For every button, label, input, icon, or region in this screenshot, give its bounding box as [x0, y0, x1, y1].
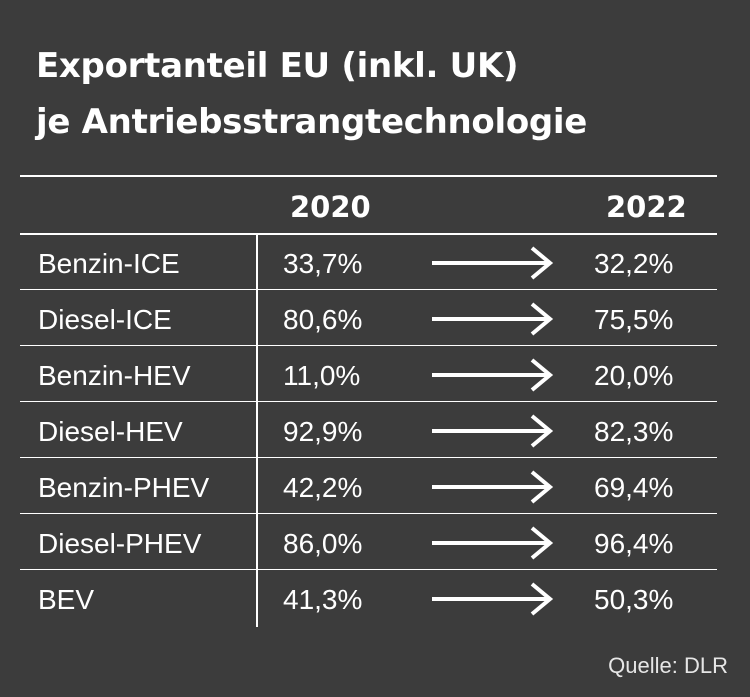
value-2022: 20,0%: [594, 360, 674, 391]
row-separator: [20, 289, 717, 290]
table-row: Diesel-ICE 80,6% 75,5%: [0, 290, 750, 346]
row-separator: [20, 513, 717, 514]
table-row: Diesel-HEV 92,9% 82,3%: [0, 402, 750, 458]
value-2022: 82,3%: [594, 416, 674, 447]
row-label: Diesel-HEV: [38, 416, 183, 447]
row-separator: [20, 345, 717, 346]
right-arrow-icon: [432, 526, 554, 560]
table-row: Benzin-PHEV 42,2% 69,4%: [0, 458, 750, 514]
label-column-divider: [256, 234, 258, 627]
row-label: BEV: [38, 584, 95, 615]
value-2020: 11,0%: [283, 360, 361, 391]
table-row: Diesel-PHEV 86,0% 96,4%: [0, 514, 750, 570]
chart-title: Exportanteil EU (inkl. UK) je Antriebsst…: [36, 38, 726, 150]
title-line-2: je Antriebsstrangtechnologie: [36, 102, 588, 142]
value-2020: 42,2%: [283, 472, 363, 503]
value-2020: 80,6%: [283, 304, 363, 335]
value-2022: 69,4%: [594, 472, 674, 503]
title-line-1: Exportanteil EU (inkl. UK): [36, 46, 519, 86]
right-arrow-icon: [432, 358, 554, 392]
row-label: Diesel-ICE: [38, 304, 172, 335]
value-2022: 75,5%: [594, 304, 674, 335]
right-arrow-icon: [432, 246, 554, 280]
value-2020: 86,0%: [283, 528, 363, 559]
row-label: Benzin-HEV: [38, 360, 191, 391]
value-2022: 96,4%: [594, 528, 674, 559]
right-arrow-icon: [432, 302, 554, 336]
row-label: Benzin-ICE: [38, 248, 180, 279]
row-separator: [20, 457, 717, 458]
value-2022: 32,2%: [594, 248, 674, 279]
source-note: Quelle: DLR: [608, 653, 728, 678]
table-row: BEV 41,3% 50,3%: [0, 570, 750, 626]
column-header-2022: 2022: [606, 190, 687, 224]
right-arrow-icon: [432, 582, 554, 616]
value-2020: 92,9%: [283, 416, 363, 447]
row-separator: [20, 401, 717, 402]
value-2020: 41,3%: [283, 584, 363, 615]
right-arrow-icon: [432, 470, 554, 504]
right-arrow-icon: [432, 414, 554, 448]
row-separator: [20, 569, 717, 570]
row-label: Benzin-PHEV: [38, 472, 210, 503]
table-row: Benzin-HEV 11,0% 20,0%: [0, 346, 750, 402]
column-header-2020: 2020: [290, 190, 371, 224]
table-row: Benzin-ICE 33,7% 32,2%: [0, 234, 750, 290]
value-2020: 33,7%: [283, 248, 363, 279]
header-rule: [20, 233, 717, 235]
value-2022: 50,3%: [594, 584, 674, 615]
table-top-rule: [20, 175, 717, 177]
row-label: Diesel-PHEV: [38, 528, 202, 559]
